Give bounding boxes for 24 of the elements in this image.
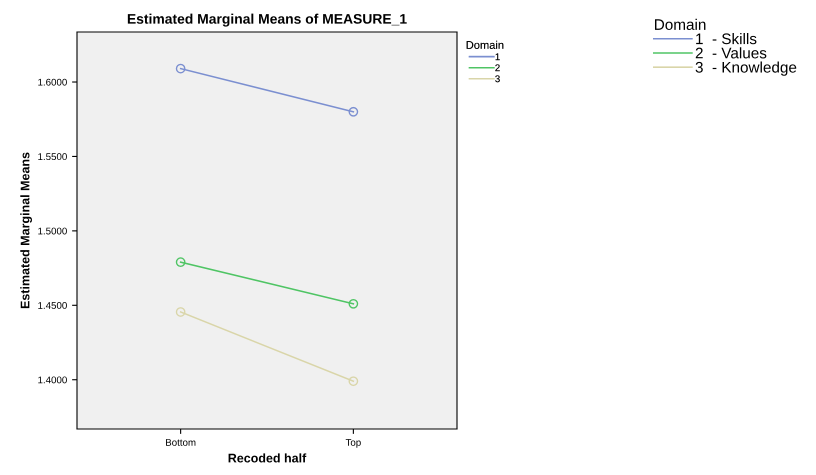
y-tick-label: 1.5500 — [38, 153, 67, 160]
point — [348, 298, 358, 309]
legend-label: 1 — [496, 53, 500, 60]
chart-title: Estimated Marginal Means of MEASURE_1 — [128, 14, 407, 27]
text: 3 - Knowledge — [696, 61, 796, 76]
y-tick-label: 1.4000 — [38, 376, 67, 384]
y-tick-label: 1.5000 — [38, 228, 67, 234]
point — [176, 307, 186, 317]
y-tick-label: 1.6000 — [38, 78, 67, 86]
text: Domain — [655, 18, 706, 30]
x-tick-label: Top — [346, 439, 361, 448]
x-axis-title: Recoded half — [228, 453, 306, 463]
point — [348, 376, 358, 386]
text: 1 - Skills — [696, 32, 756, 44]
point — [348, 106, 358, 117]
x-tick-label: Bottom — [166, 439, 196, 446]
point — [176, 64, 186, 74]
text: 2 - Values — [696, 47, 766, 58]
point — [176, 257, 186, 267]
legend-label: 3 — [495, 75, 500, 82]
y-tick-label: 1.4500 — [38, 302, 67, 309]
legend-label: 2 — [495, 64, 500, 72]
y-axis-title: Estimated Marginal Means — [20, 152, 32, 308]
legend-title: Domain — [466, 40, 504, 49]
